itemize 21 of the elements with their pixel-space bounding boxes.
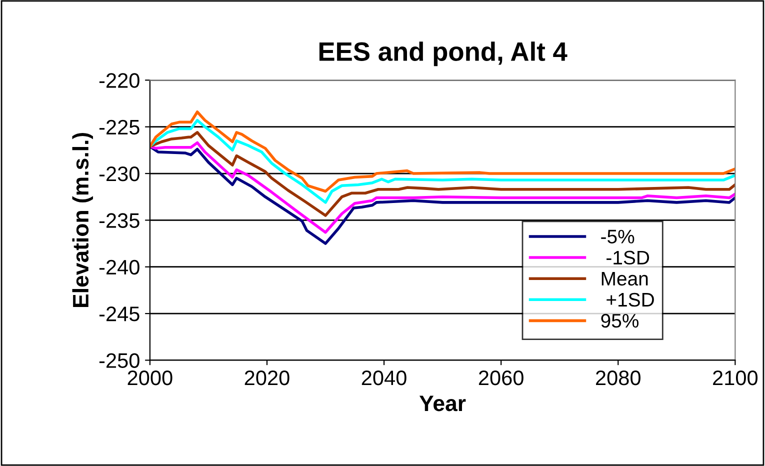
y-tick-label: -240: [99, 260, 140, 275]
y-tick-label: -220: [99, 73, 140, 88]
x-tick-label: 2000: [128, 370, 172, 386]
x-tick-label: 2060: [478, 370, 524, 386]
y-tick-label: -250: [99, 353, 140, 368]
y-tick-label: -245: [99, 306, 140, 322]
x-tick-label: 2040: [362, 370, 406, 386]
x-tick-label: 2100: [713, 370, 758, 386]
x-axis-title: Year: [419, 396, 466, 412]
y-axis-title: Elevation (m.s.l.): [72, 132, 93, 307]
legend-label: Mean: [602, 272, 648, 286]
y-tick-label: -235: [99, 213, 140, 228]
x-tick-label: 2080: [596, 370, 640, 386]
legend-label: -5%: [601, 230, 634, 244]
y-tick-label: -225: [99, 120, 140, 135]
chart-title: EES and pond, Alt 4: [319, 42, 568, 66]
legend-label: 95%: [601, 314, 639, 328]
legend-label: +1SD: [606, 292, 654, 307]
y-tick-label: -230: [99, 166, 140, 182]
legend-label: -1SD: [606, 250, 650, 265]
x-tick-label: 2020: [244, 370, 290, 386]
